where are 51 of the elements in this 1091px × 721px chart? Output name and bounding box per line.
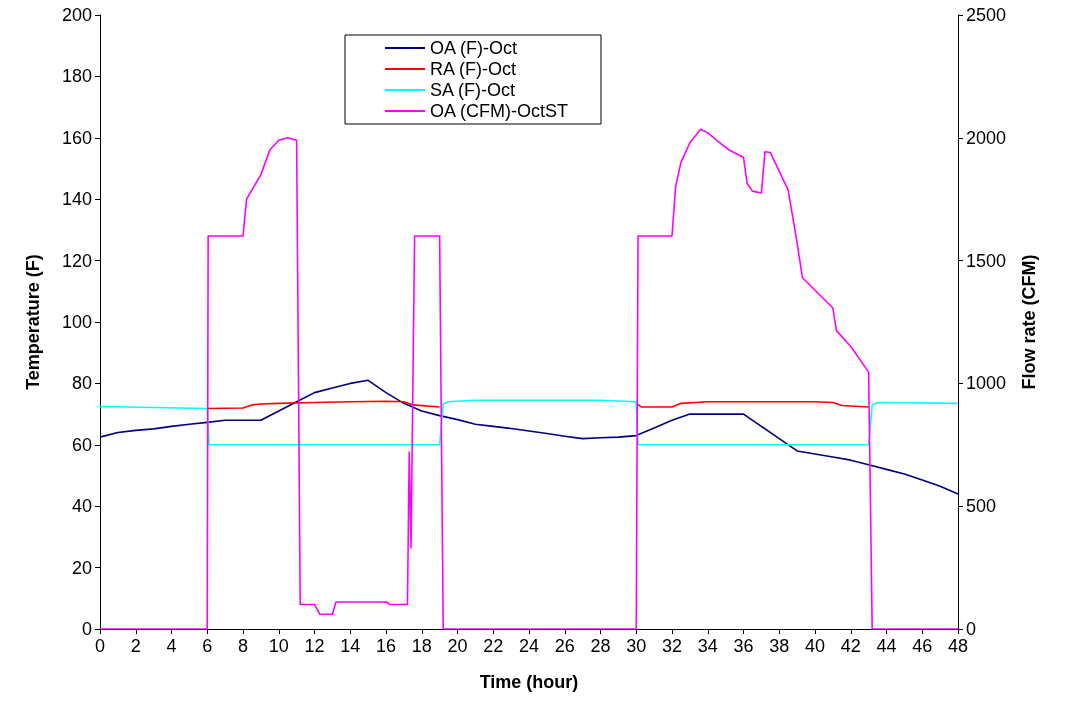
y-tick-label: 120 bbox=[61, 250, 92, 271]
y-tick-label: 60 bbox=[71, 434, 92, 455]
x-tick-label: 36 bbox=[733, 636, 754, 656]
y2-tick-label: 0 bbox=[966, 619, 977, 639]
y-tick-label: 80 bbox=[71, 373, 92, 394]
x-tick-label: 0 bbox=[94, 636, 106, 656]
y-tick-label: 140 bbox=[61, 189, 92, 210]
legend-label: RA (F)-Oct bbox=[430, 59, 516, 79]
y2-axis-title: Flow rate (CFM) bbox=[1019, 254, 1039, 390]
x-tick-label: 22 bbox=[483, 636, 504, 656]
y2-tick-label: 2000 bbox=[966, 127, 1007, 148]
y2-tick-label: 500 bbox=[966, 496, 997, 517]
x-tick-label: 42 bbox=[840, 636, 861, 656]
x-tick-label: 8 bbox=[237, 636, 249, 656]
x-tick-label: 18 bbox=[411, 636, 432, 656]
y-tick-label: 100 bbox=[61, 312, 92, 332]
x-tick-label: 6 bbox=[202, 636, 213, 656]
y2-tick-label: 1000 bbox=[966, 373, 1007, 394]
x-tick-label: 24 bbox=[518, 636, 540, 656]
x-tick-label: 34 bbox=[697, 636, 718, 656]
x-tick-label: 44 bbox=[876, 636, 897, 656]
legend-label: SA (F)-Oct bbox=[430, 80, 515, 100]
x-axis-title: Time (hour) bbox=[479, 672, 579, 692]
legend-label: OA (CFM)-OctST bbox=[430, 101, 568, 121]
x-tick-label: 10 bbox=[268, 636, 289, 656]
x-tick-label: 12 bbox=[304, 636, 325, 656]
y2-tick-label: 2500 bbox=[966, 5, 1007, 25]
y-tick-label: 180 bbox=[61, 66, 92, 87]
line-series bbox=[99, 379, 959, 495]
x-tick-label: 4 bbox=[166, 636, 177, 656]
x-tick-label: 16 bbox=[375, 636, 397, 656]
y-axis-title: Temperature (F) bbox=[23, 254, 43, 390]
x-tick-label: 38 bbox=[769, 636, 790, 656]
x-tick-label: 14 bbox=[340, 636, 361, 656]
y-tick-label: 200 bbox=[61, 5, 92, 25]
y-tick-label: 40 bbox=[71, 496, 92, 517]
x-tick-label: 30 bbox=[626, 636, 647, 656]
x-tick-label: 26 bbox=[554, 636, 575, 656]
x-tick-label: 2 bbox=[130, 636, 141, 656]
x-tick-label: 40 bbox=[804, 636, 826, 656]
y2-tick-label: 1500 bbox=[966, 250, 1007, 271]
legend-label: OA (F)-Oct bbox=[430, 38, 517, 58]
y-tick-label: 160 bbox=[61, 127, 92, 148]
x-tick-label: 20 bbox=[447, 636, 468, 656]
x-tick-label: 32 bbox=[661, 636, 683, 656]
y-tick-label: 0 bbox=[81, 619, 92, 639]
x-tick-label: 48 bbox=[947, 636, 969, 656]
x-tick-label: 28 bbox=[590, 636, 611, 656]
x-tick-label: 46 bbox=[912, 636, 933, 656]
y-tick-label: 20 bbox=[71, 557, 92, 578]
line-series bbox=[99, 399, 959, 446]
